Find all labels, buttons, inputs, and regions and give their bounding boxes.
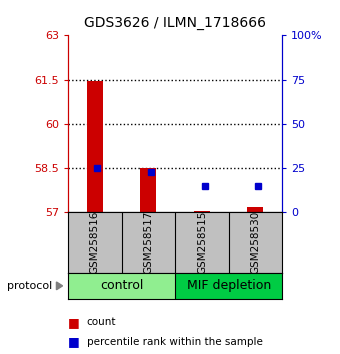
Text: GSM258516: GSM258516 [90, 211, 100, 274]
Polygon shape [56, 282, 63, 290]
Text: ■: ■ [68, 316, 80, 329]
Text: GSM258515: GSM258515 [197, 211, 207, 274]
Bar [248, 207, 264, 212]
FancyBboxPatch shape [175, 273, 282, 299]
Text: percentile rank within the sample: percentile rank within the sample [87, 337, 262, 347]
Bar [87, 81, 103, 212]
FancyBboxPatch shape [68, 273, 175, 299]
Bar [140, 167, 156, 212]
Text: ■: ■ [68, 335, 80, 348]
Text: count: count [87, 317, 116, 327]
Text: GSM258517: GSM258517 [143, 211, 153, 274]
Text: GSM258530: GSM258530 [251, 211, 260, 274]
Text: control: control [100, 279, 143, 292]
Bar [194, 211, 210, 212]
Text: MIF depletion: MIF depletion [187, 279, 271, 292]
Title: GDS3626 / ILMN_1718666: GDS3626 / ILMN_1718666 [84, 16, 266, 30]
Text: protocol: protocol [7, 281, 52, 291]
